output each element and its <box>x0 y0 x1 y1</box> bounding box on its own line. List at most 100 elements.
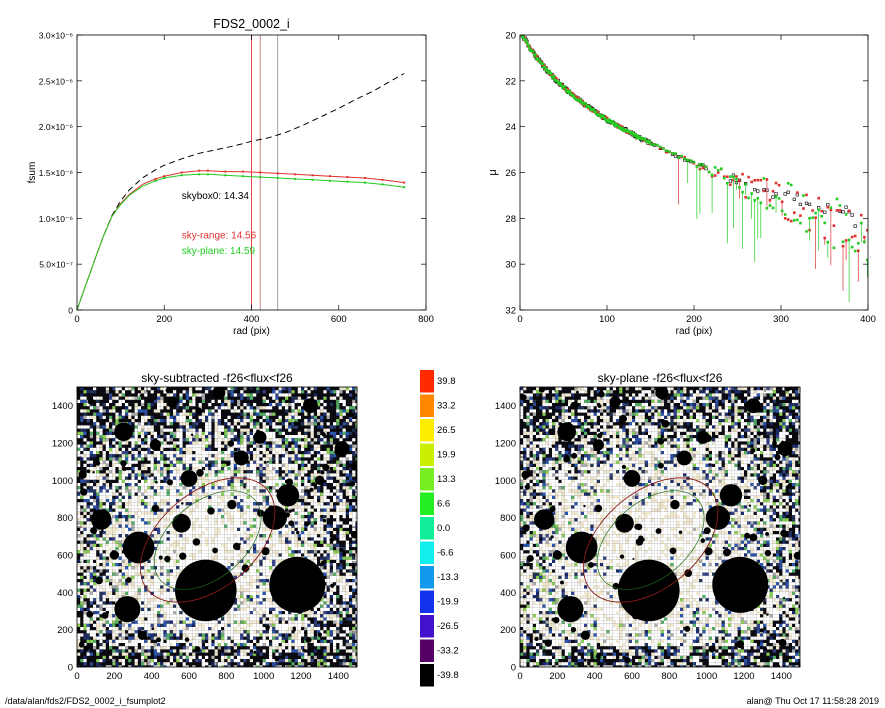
skysub-pixel <box>80 419 84 423</box>
skysub-pixel <box>115 569 119 573</box>
skysub-pixel <box>125 566 129 570</box>
skysub-pixel <box>329 479 333 483</box>
skysub-pixel <box>237 518 241 522</box>
skysub-pixel <box>329 438 333 442</box>
skysub-pixel <box>323 547 327 551</box>
skysub-pixel <box>285 527 289 531</box>
skysub-pixel <box>201 547 205 551</box>
skysub-pixel <box>102 547 106 551</box>
skysub-pixel <box>163 403 167 407</box>
skysub-pixel <box>105 527 109 531</box>
skysub-pixel <box>301 550 305 554</box>
skysub-pixel <box>249 492 253 496</box>
skysub-pixel <box>99 396 103 400</box>
skysub-pixel <box>144 486 148 490</box>
skysub-pixel <box>205 527 209 531</box>
skysub-pixel <box>192 521 196 525</box>
skysub-pixel <box>77 543 81 547</box>
skysub-pixel <box>249 547 253 551</box>
skysub-pixel <box>185 499 189 503</box>
skysub-pixel <box>256 492 260 496</box>
skysub-pixel <box>349 553 353 557</box>
skysub-pixel <box>208 515 212 519</box>
skysub-pixel <box>246 486 250 490</box>
skysub-pixel <box>208 457 212 461</box>
skysub-pixel <box>112 521 116 525</box>
skysub-pixel <box>240 393 244 397</box>
skysub-pixel <box>339 537 343 541</box>
skysub-pixel <box>278 527 282 531</box>
skysub-pixel <box>80 518 84 522</box>
skysub-pixel <box>240 489 244 493</box>
skysub-pixel <box>163 527 167 531</box>
skysub-pixel <box>326 556 330 560</box>
sb-point-2 <box>732 175 735 179</box>
skysub-pixel <box>256 476 260 480</box>
skysub-pixel <box>291 425 295 429</box>
skysub-pixel <box>93 422 97 426</box>
skysub-pixel <box>131 476 135 480</box>
skysub-pixel <box>329 547 333 551</box>
cog-annotation: sky-range: 14.56 <box>182 231 257 242</box>
skysub-pixel <box>333 396 337 400</box>
skysub-pixel <box>345 524 349 528</box>
skysub-pixel <box>169 547 173 551</box>
skysub-pixel <box>77 518 81 522</box>
skysub-pixel <box>105 534 109 538</box>
skysub-pixel <box>342 515 346 519</box>
skysub-pixel <box>144 518 148 522</box>
skysub-pixel <box>323 412 327 416</box>
skysub-pixel <box>176 499 180 503</box>
skysub-pixel <box>195 489 199 493</box>
skysub-pixel <box>147 559 151 563</box>
skysub-pixel <box>285 556 289 560</box>
skysub-pixel <box>115 511 119 515</box>
skysub-pixel <box>294 454 298 458</box>
skysub-pixel <box>288 457 292 461</box>
skysub-pixel <box>265 435 269 439</box>
skysub-pixel <box>205 492 209 496</box>
skysub-pixel <box>112 511 116 515</box>
sb-point-2 <box>747 196 750 200</box>
skysub-pixel <box>112 467 116 471</box>
skysub-pixel <box>99 495 103 499</box>
skysub-pixel <box>115 508 119 512</box>
skysub-pixel <box>147 502 151 506</box>
sb-point-0 <box>771 195 775 199</box>
skysub-pixel <box>182 550 186 554</box>
skysub-pixel <box>349 534 353 538</box>
skysub-pixel <box>217 444 221 448</box>
skysub-pixel <box>128 515 132 519</box>
skysub-pixel <box>115 390 119 394</box>
skysub-pixel <box>83 486 87 490</box>
skysub-pixel <box>195 438 199 442</box>
skysub-pixel <box>253 428 257 432</box>
skysub-pixel <box>224 428 228 432</box>
skysub-pixel <box>134 505 138 509</box>
skysub-pixel <box>291 467 295 471</box>
skysub-pixel <box>310 435 314 439</box>
skysub-pixel <box>288 543 292 547</box>
skysub-pixel <box>147 387 151 391</box>
skysub-pixel <box>333 575 337 579</box>
skysub-pixel <box>198 537 202 541</box>
skysub-pixel <box>144 390 148 394</box>
skysub-pixel <box>150 479 154 483</box>
skysub-pixel <box>214 559 218 563</box>
skysub-pixel <box>237 444 241 448</box>
skysub-pixel <box>224 483 228 487</box>
skysub-pixel <box>249 425 253 429</box>
sb-point-0 <box>753 188 757 192</box>
skysub-pixel <box>217 495 221 499</box>
skysub-pixel <box>163 550 167 554</box>
skysub-pixel <box>109 447 113 451</box>
skysub-pixel <box>237 441 241 445</box>
skysub-pixel <box>259 531 263 535</box>
skysub-pixel <box>214 492 218 496</box>
skysub-pixel <box>96 399 100 403</box>
skysub-pixel <box>83 412 87 416</box>
skysub-pixel <box>217 415 221 419</box>
skysub-pixel <box>243 575 247 579</box>
skysub-pixel <box>141 422 145 426</box>
